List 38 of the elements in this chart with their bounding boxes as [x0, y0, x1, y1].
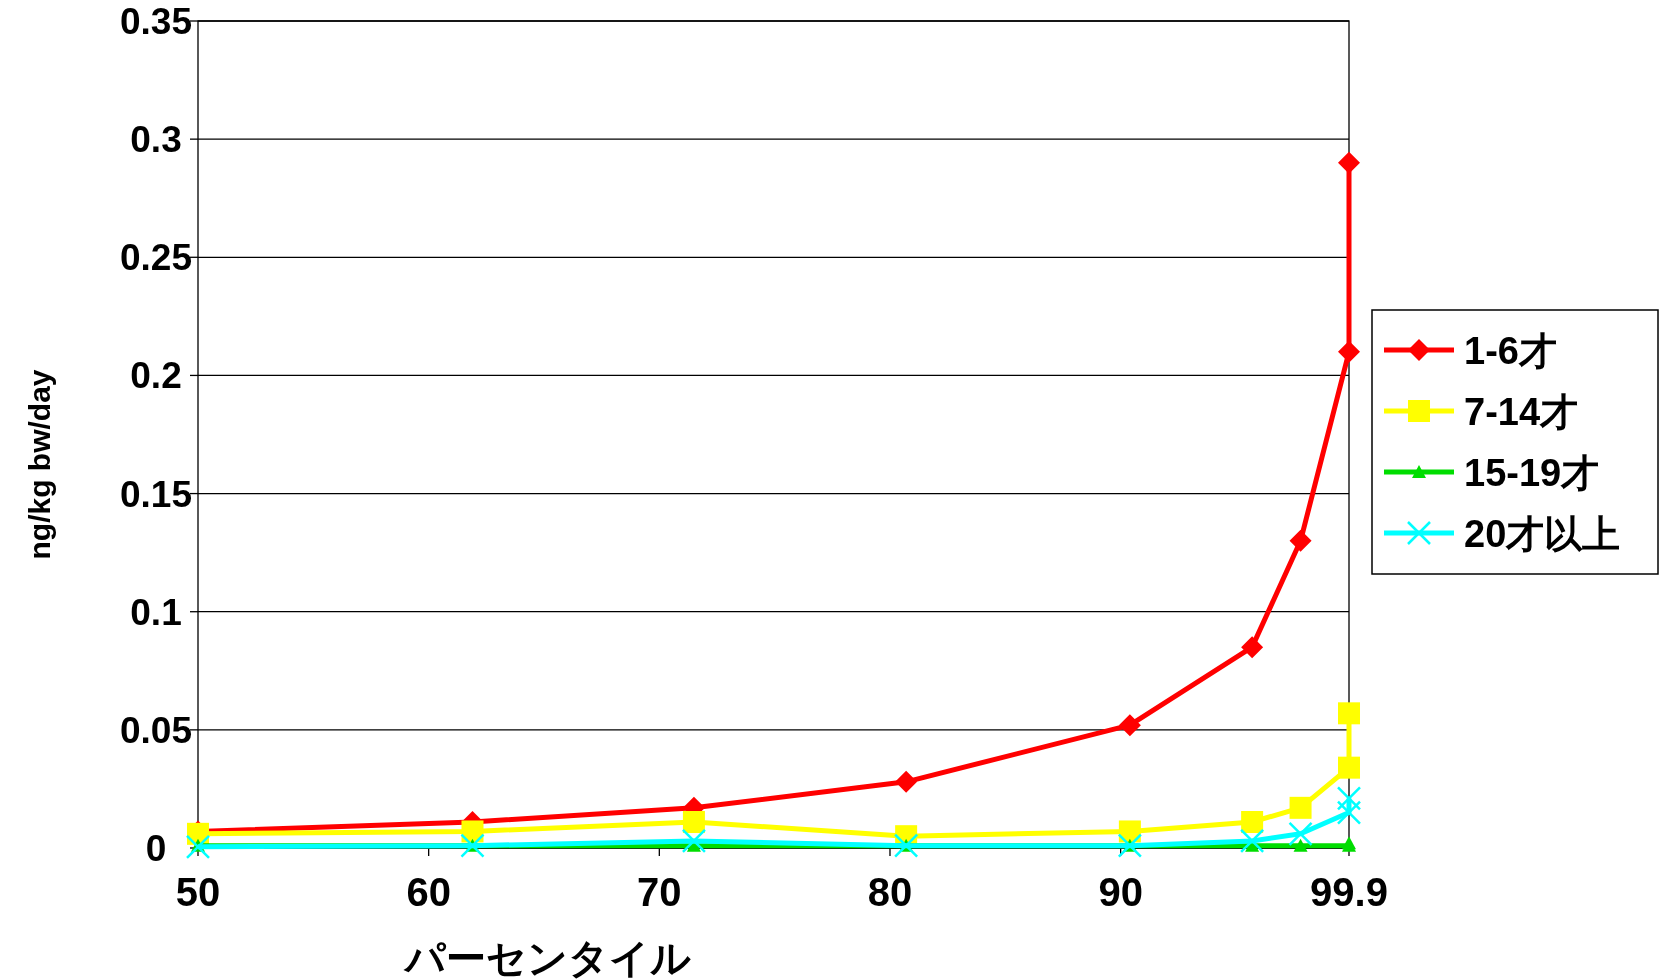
- x-tick-label: 70: [637, 870, 682, 914]
- y-axis-title: ng/kg bw/day: [23, 369, 56, 560]
- y-tick-label: 0.15: [119, 473, 193, 515]
- x-tick-label: 90: [1098, 870, 1143, 914]
- point: [1336, 786, 1362, 811]
- x-tick-label: 60: [406, 870, 451, 914]
- y-tick-label: 0.35: [119, 1, 193, 42]
- point: [895, 770, 918, 793]
- legend-label: 7-14才: [1464, 391, 1579, 433]
- point: [1338, 756, 1360, 779]
- legend-label: 1-6才: [1464, 330, 1557, 372]
- y-tick-label: 0: [145, 828, 167, 869]
- x-tick-label: 99.9: [1310, 870, 1388, 914]
- point: [1241, 811, 1264, 834]
- y-tick-label: 0.25: [119, 237, 193, 279]
- point: [1289, 796, 1312, 819]
- point: [1336, 800, 1362, 825]
- point: [681, 828, 707, 854]
- point: [1241, 636, 1264, 659]
- point: [1239, 828, 1265, 854]
- point: [1118, 714, 1141, 737]
- point: [185, 834, 211, 860]
- y-tick-label: 0.05: [119, 709, 193, 751]
- point: [1288, 821, 1313, 847]
- y-tick-label: 0.3: [130, 119, 182, 161]
- point: [1338, 340, 1360, 363]
- x-tick-label: 80: [867, 870, 913, 914]
- legend-label: 20才以上: [1464, 513, 1621, 555]
- y-tick-label: 0.2: [130, 355, 182, 397]
- point: [1338, 702, 1360, 725]
- point: [1289, 529, 1312, 552]
- x-axis-title: パーセンタイル: [403, 936, 691, 980]
- x-tick-label: 50: [175, 870, 221, 914]
- y-tick-label: 0.1: [130, 591, 182, 633]
- point: [1338, 151, 1360, 174]
- point: [682, 811, 705, 834]
- legend-label: 15-19才: [1464, 452, 1600, 494]
- point: [1293, 838, 1308, 852]
